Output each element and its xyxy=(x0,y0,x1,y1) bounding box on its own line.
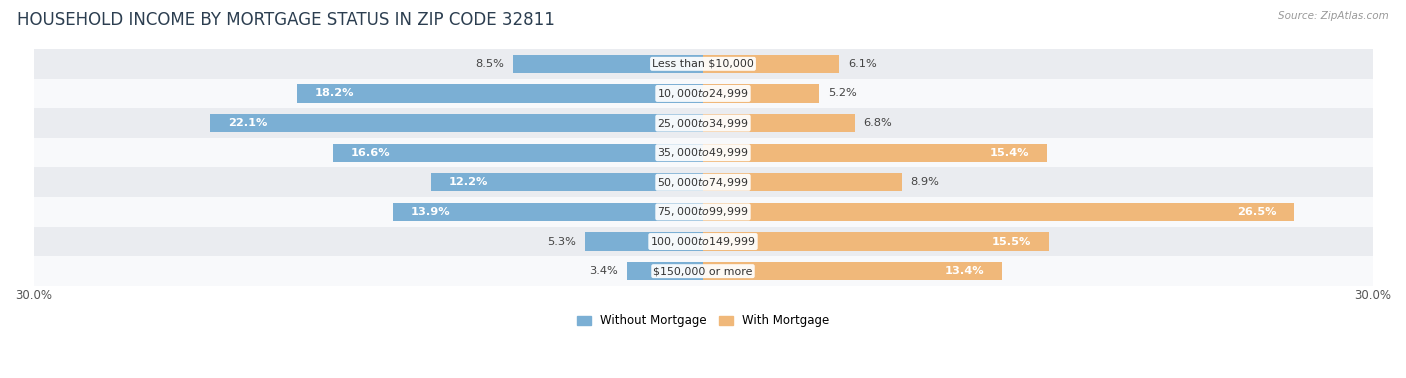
Text: $100,000 to $149,999: $100,000 to $149,999 xyxy=(651,235,755,248)
Text: 8.5%: 8.5% xyxy=(475,59,505,69)
Text: 13.9%: 13.9% xyxy=(411,207,450,217)
Bar xyxy=(627,262,703,280)
Bar xyxy=(34,167,1372,197)
Bar xyxy=(34,79,1372,108)
Bar xyxy=(333,144,703,162)
Text: HOUSEHOLD INCOME BY MORTGAGE STATUS IN ZIP CODE 32811: HOUSEHOLD INCOME BY MORTGAGE STATUS IN Z… xyxy=(17,11,555,29)
Bar xyxy=(34,108,1372,138)
Text: 26.5%: 26.5% xyxy=(1237,207,1277,217)
Bar xyxy=(703,232,1049,251)
Bar xyxy=(209,114,703,132)
Bar xyxy=(430,173,703,192)
Bar xyxy=(34,49,1372,79)
Legend: Without Mortgage, With Mortgage: Without Mortgage, With Mortgage xyxy=(572,310,834,332)
Text: 13.4%: 13.4% xyxy=(945,266,984,276)
Bar xyxy=(297,84,703,103)
Text: Less than $10,000: Less than $10,000 xyxy=(652,59,754,69)
Bar xyxy=(703,114,855,132)
Bar xyxy=(34,138,1372,167)
Text: $50,000 to $74,999: $50,000 to $74,999 xyxy=(657,176,749,189)
Text: $10,000 to $24,999: $10,000 to $24,999 xyxy=(657,87,749,100)
Text: 15.5%: 15.5% xyxy=(991,237,1031,246)
Text: 18.2%: 18.2% xyxy=(315,88,354,98)
Bar xyxy=(703,144,1046,162)
Text: 12.2%: 12.2% xyxy=(449,177,488,187)
Text: 8.9%: 8.9% xyxy=(911,177,939,187)
Text: 6.8%: 6.8% xyxy=(863,118,893,128)
Bar xyxy=(585,232,703,251)
Bar xyxy=(703,84,820,103)
Text: 3.4%: 3.4% xyxy=(589,266,619,276)
Text: 5.3%: 5.3% xyxy=(547,237,576,246)
Bar xyxy=(703,203,1295,221)
Bar xyxy=(392,203,703,221)
Bar xyxy=(703,55,839,73)
Text: 22.1%: 22.1% xyxy=(228,118,267,128)
Bar xyxy=(34,256,1372,286)
Text: 6.1%: 6.1% xyxy=(848,59,877,69)
Text: $75,000 to $99,999: $75,000 to $99,999 xyxy=(657,205,749,218)
Text: 5.2%: 5.2% xyxy=(828,88,856,98)
Bar xyxy=(513,55,703,73)
Text: $35,000 to $49,999: $35,000 to $49,999 xyxy=(657,146,749,159)
Text: Source: ZipAtlas.com: Source: ZipAtlas.com xyxy=(1278,11,1389,21)
Bar xyxy=(703,173,901,192)
Text: 16.6%: 16.6% xyxy=(350,148,389,158)
Text: $25,000 to $34,999: $25,000 to $34,999 xyxy=(657,116,749,130)
Text: 15.4%: 15.4% xyxy=(990,148,1029,158)
Bar xyxy=(34,197,1372,227)
Bar xyxy=(703,262,1002,280)
Bar xyxy=(34,227,1372,256)
Text: $150,000 or more: $150,000 or more xyxy=(654,266,752,276)
